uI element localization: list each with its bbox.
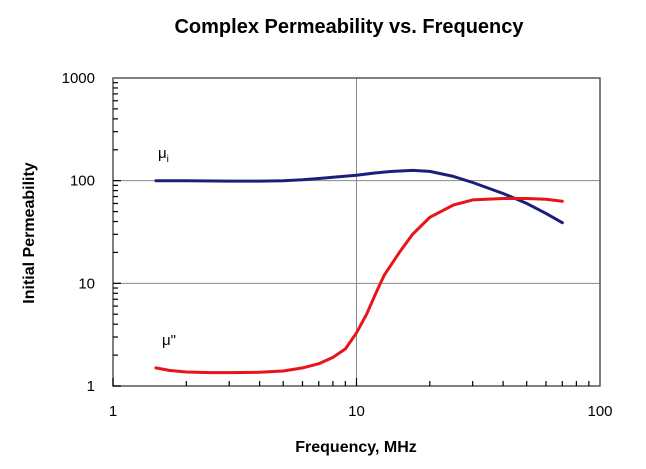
chart-title: Complex Permeability vs. Frequency	[174, 16, 524, 38]
x-tick-label: 1	[109, 403, 117, 420]
series-label-mu-double-prime: μ"	[162, 332, 176, 349]
series-line-mu-i	[154, 168, 564, 225]
y-axis-label: Initial Permeability	[21, 162, 38, 303]
x-tick-label: 100	[587, 403, 612, 420]
mu-i-subscript: i	[167, 154, 169, 165]
tick-marks	[112, 82, 590, 387]
x-tick-label: 10	[348, 403, 365, 420]
y-tick-label: 1000	[62, 70, 95, 87]
tick-labels: 1 10 100 1 10 100 1000	[62, 70, 613, 420]
y-tick-label: 100	[70, 173, 95, 190]
y-tick-label: 1	[87, 378, 95, 395]
mu-i-symbol: μ	[158, 145, 167, 162]
series-line-mu-double-prime	[154, 197, 564, 375]
y-tick-label: 10	[78, 275, 95, 292]
series-layer	[154, 168, 564, 375]
x-axis-label: Frequency, MHz	[295, 439, 417, 456]
series-label-mu-i: μi	[158, 145, 169, 165]
